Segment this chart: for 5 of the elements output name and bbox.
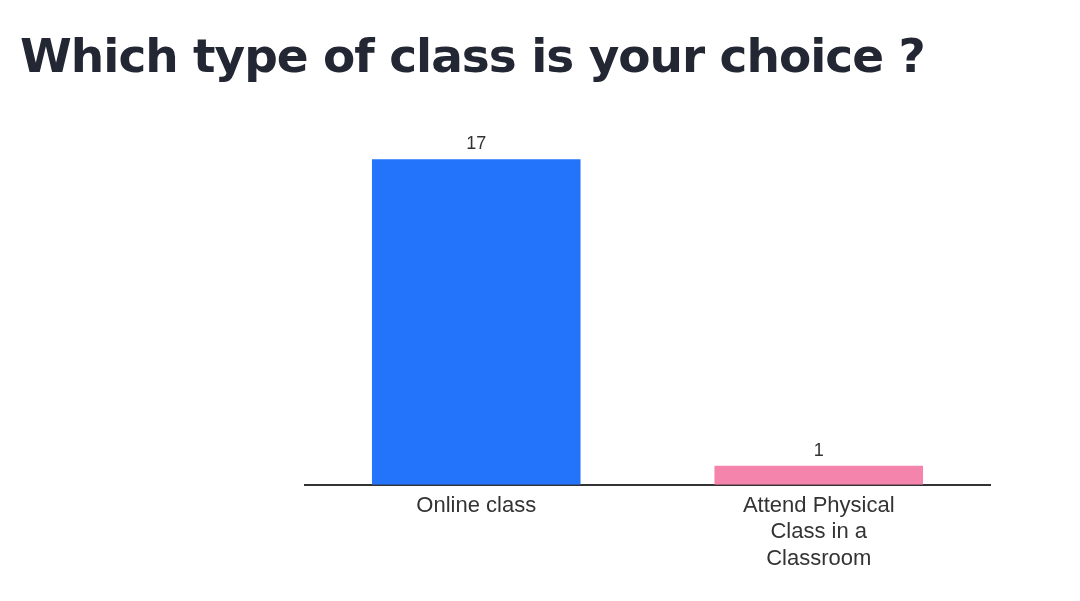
x-tick-label: Attend Physical Class in a Classroom [742, 492, 895, 570]
chart-title: Which type of class is your choice ? [20, 28, 925, 83]
data-label: 1 [813, 439, 824, 460]
data-label: 17 [466, 133, 487, 154]
x-tick-label: Online class [416, 492, 537, 518]
